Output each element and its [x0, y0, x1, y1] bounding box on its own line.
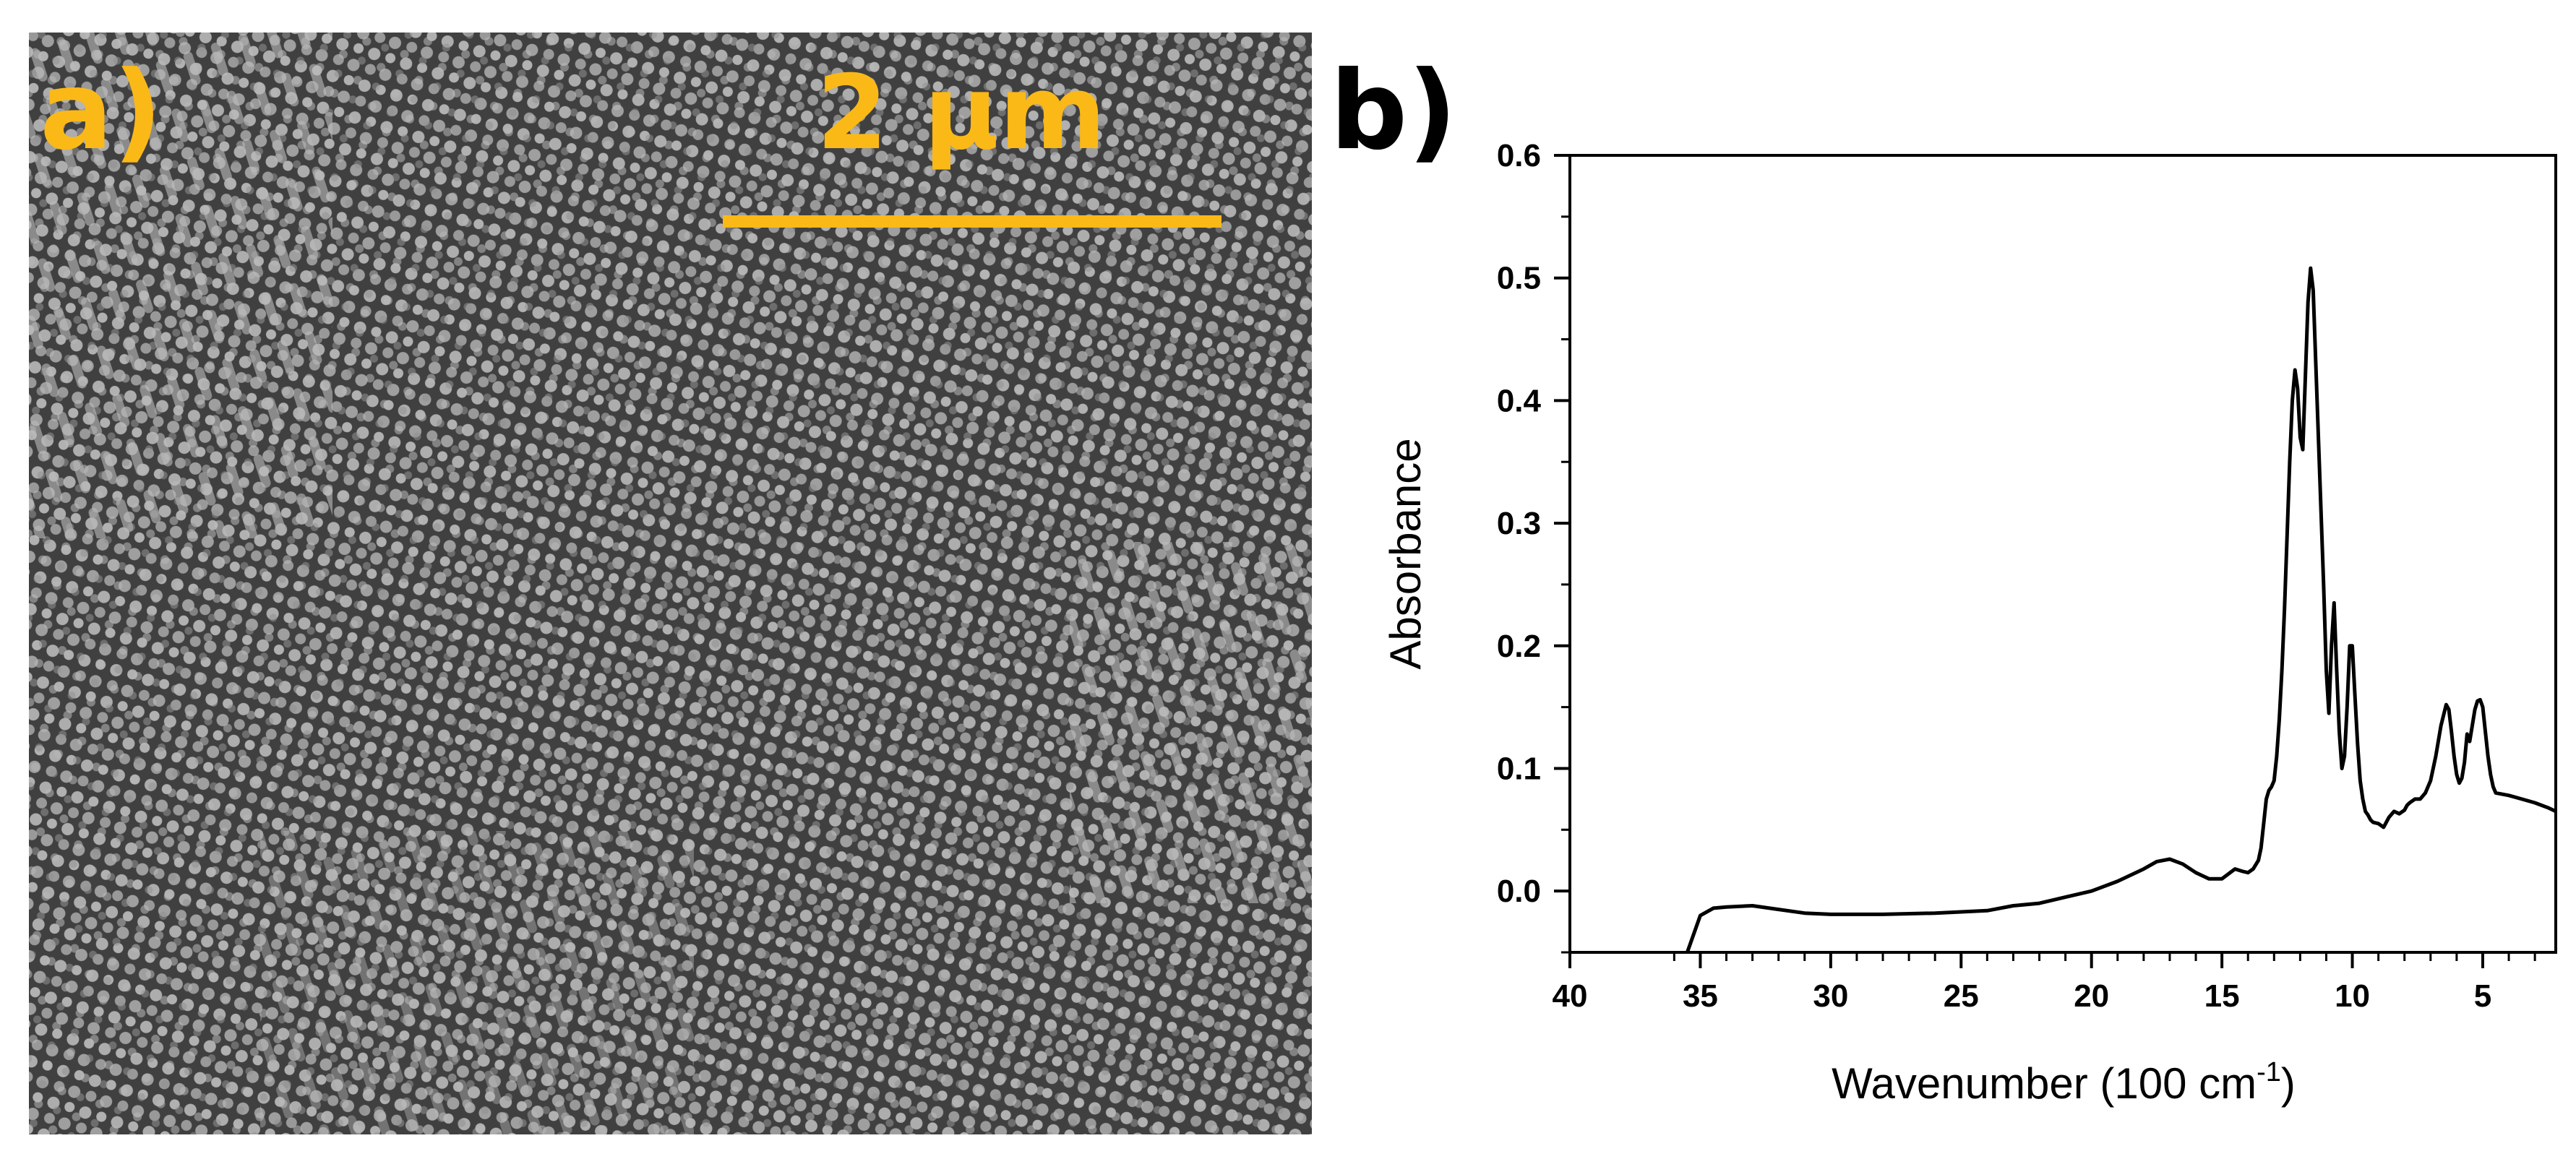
x-axis: 40 35 30 25 20 15 10 5 — [1553, 952, 2536, 1014]
x-tick-label: 5 — [2474, 978, 2491, 1014]
x-axis-title: Wavenumber (100 cm-1) — [1832, 1057, 2296, 1108]
x-tick-label: 30 — [1813, 978, 1848, 1014]
plot-frame — [1568, 154, 2557, 954]
x-tick-label: 10 — [2335, 978, 2370, 1014]
y-tick-label: 0.3 — [1497, 506, 1541, 541]
y-axis: 0.0 0.1 0.2 0.3 0.4 0.5 0.6 — [1497, 138, 1570, 954]
y-tick-label: 0.1 — [1497, 751, 1541, 786]
panel-b-label: b) — [1330, 48, 1457, 174]
absorbance-series-line — [1686, 266, 2557, 953]
scale-bar-label: 2 µm — [817, 53, 1107, 173]
scale-bar — [723, 215, 1222, 228]
absorbance-chart: 40 35 30 25 20 15 10 5 0.0 0.1 0.2 0.3 0.4 0.5 0.6 Ab… — [1381, 138, 2557, 1108]
y-axis-title: Absorbance — [1381, 438, 1430, 669]
y-tick-label: 0.5 — [1497, 261, 1541, 296]
y-tick-label: 0.2 — [1497, 629, 1541, 664]
x-tick-label: 35 — [1683, 978, 1718, 1014]
x-tick-label: 20 — [2074, 978, 2109, 1014]
y-tick-label: 0.6 — [1497, 138, 1541, 173]
sem-image-panel — [29, 33, 1312, 1134]
y-tick-label: 0.4 — [1497, 383, 1542, 418]
panel-a-label: a) — [40, 48, 163, 174]
x-tick-label: 15 — [2204, 978, 2240, 1014]
y-tick-label: 0.0 — [1497, 874, 1541, 909]
x-tick-label: 40 — [1553, 978, 1588, 1014]
x-tick-label: 25 — [1944, 978, 1979, 1014]
